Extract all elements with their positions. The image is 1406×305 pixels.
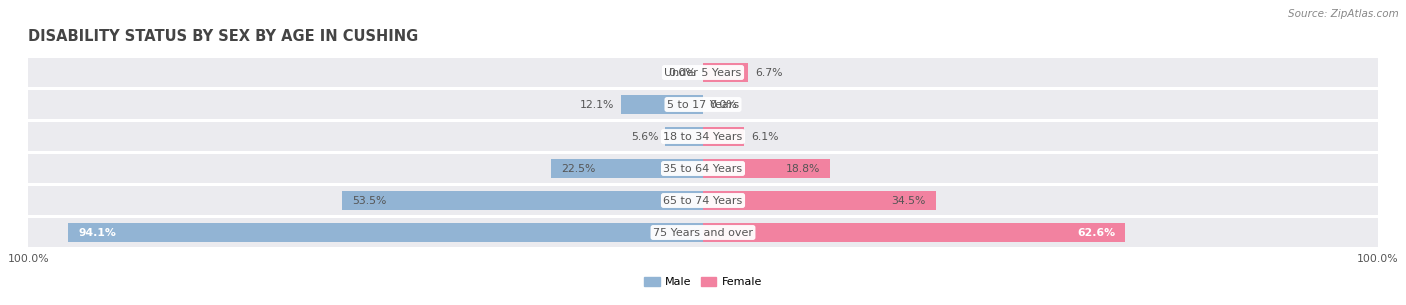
Text: 34.5%: 34.5% [891,196,925,206]
Bar [551,159,703,178]
Text: 75 Years and over: 75 Years and over [652,228,754,238]
Bar [342,191,703,210]
Text: 18.8%: 18.8% [786,163,820,174]
Bar [703,223,1125,242]
Text: 12.1%: 12.1% [581,99,614,109]
Text: 5.6%: 5.6% [631,131,658,142]
Bar [28,122,1378,151]
Text: 94.1%: 94.1% [79,228,115,238]
Bar [28,58,1378,87]
Text: 6.1%: 6.1% [751,131,779,142]
Text: 5 to 17 Years: 5 to 17 Years [666,99,740,109]
Text: 18 to 34 Years: 18 to 34 Years [664,131,742,142]
Bar [28,90,1378,119]
Text: 0.0%: 0.0% [668,67,696,77]
Bar [28,154,1378,183]
Bar [621,95,703,114]
Bar [67,223,703,242]
Text: 22.5%: 22.5% [561,163,596,174]
Bar [703,159,830,178]
Legend: Male, Female: Male, Female [644,277,762,288]
Bar [703,191,936,210]
Bar [665,127,703,146]
Bar [703,63,748,82]
Bar [28,186,1378,215]
Bar [703,127,744,146]
Text: Under 5 Years: Under 5 Years [665,67,741,77]
Text: 53.5%: 53.5% [352,196,387,206]
Text: 35 to 64 Years: 35 to 64 Years [664,163,742,174]
Bar [28,218,1378,247]
Text: 0.0%: 0.0% [710,99,738,109]
Text: 62.6%: 62.6% [1077,228,1115,238]
Text: 65 to 74 Years: 65 to 74 Years [664,196,742,206]
Text: DISABILITY STATUS BY SEX BY AGE IN CUSHING: DISABILITY STATUS BY SEX BY AGE IN CUSHI… [28,29,419,44]
Text: Source: ZipAtlas.com: Source: ZipAtlas.com [1288,9,1399,19]
Text: 6.7%: 6.7% [755,67,783,77]
